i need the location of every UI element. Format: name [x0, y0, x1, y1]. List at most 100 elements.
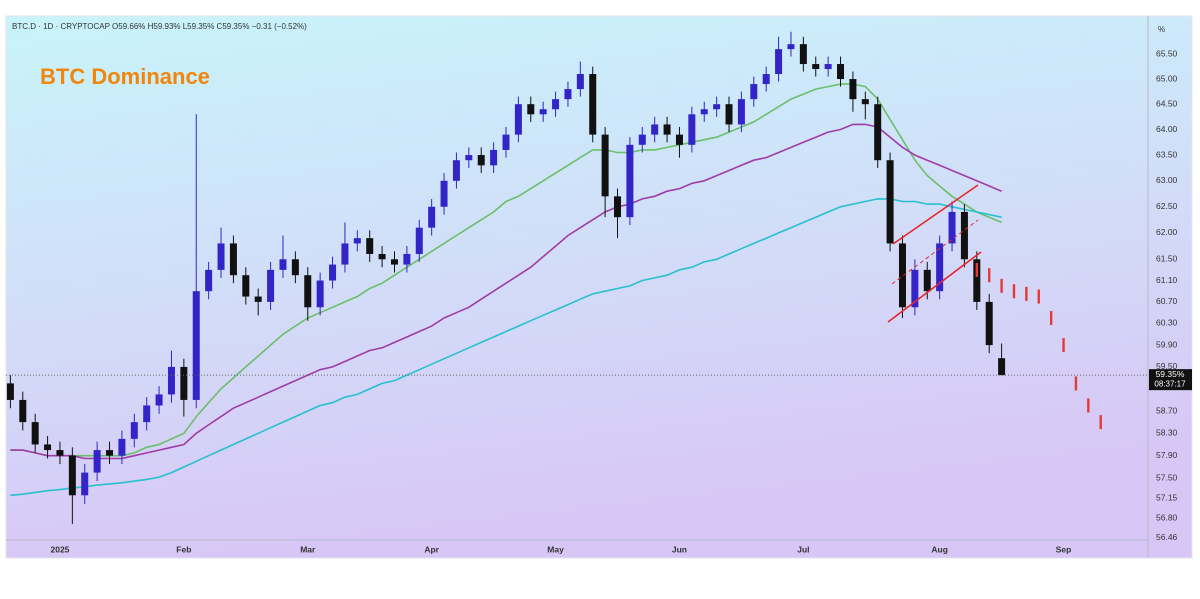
candle-body — [279, 259, 287, 270]
y-tick-label: 56.80 — [1156, 512, 1178, 522]
y-tick-label: 56.46 — [1156, 532, 1178, 542]
candle-body — [985, 301, 993, 346]
x-tick-label: Sep — [1056, 544, 1072, 554]
y-tick-label: 60.30 — [1156, 318, 1178, 328]
candle-body — [973, 259, 981, 302]
projection-mark — [988, 268, 991, 283]
candle-body — [56, 450, 64, 456]
header: BTC.D · 1D · CRYPTOCAP O59.66% H59.93% L… — [12, 22, 307, 31]
moving-average — [10, 123, 1002, 460]
candle-body — [267, 269, 275, 302]
candle-body — [180, 366, 188, 400]
candle-body — [911, 269, 919, 308]
candle-body — [130, 422, 138, 439]
candle-body — [44, 444, 52, 451]
candle-body — [750, 84, 758, 100]
candle-body — [143, 405, 151, 423]
moving-average — [10, 198, 1002, 497]
candle-body — [948, 211, 956, 244]
candle-body — [229, 243, 237, 276]
candle-body — [31, 422, 39, 445]
candle-body — [291, 259, 299, 276]
x-tick-label: May — [547, 544, 564, 554]
candle-body — [737, 99, 745, 125]
candle-body — [118, 438, 126, 456]
candle-body — [514, 104, 522, 135]
x-tick-label: Jul — [797, 544, 809, 554]
candle-body — [923, 269, 931, 292]
candle-body — [452, 160, 460, 181]
candle-body — [19, 399, 27, 423]
candle-body — [675, 134, 683, 145]
candle-body — [106, 450, 114, 456]
candle-body — [725, 104, 733, 125]
candle-body — [626, 144, 634, 218]
candle-body — [824, 64, 832, 70]
candle-body — [898, 243, 906, 308]
projection-mark — [1062, 338, 1065, 353]
candle-body — [700, 109, 708, 115]
candle-body — [217, 243, 225, 270]
projection-mark — [1000, 278, 1003, 293]
chart-title: BTC Dominance — [40, 64, 210, 89]
candle-body — [787, 44, 795, 50]
y-tick-label: 60.70 — [1156, 296, 1178, 306]
candle-body — [539, 109, 547, 115]
channel-lower — [887, 251, 982, 323]
candle-body — [378, 253, 386, 260]
candle-body — [403, 253, 411, 265]
y-tick-label: 58.30 — [1156, 428, 1178, 438]
candle-body — [775, 49, 783, 75]
y-tick-label: 64.00 — [1156, 124, 1178, 134]
y-tick-label: 65.50 — [1156, 48, 1178, 58]
y-tick-label: 63.00 — [1156, 175, 1178, 185]
candle-body — [465, 155, 473, 161]
candle-body — [316, 280, 324, 308]
candle-body — [576, 74, 584, 90]
candle-body — [81, 472, 89, 496]
candle-body — [589, 74, 597, 135]
candle-body — [663, 124, 671, 135]
y-tick-label: 61.50 — [1156, 254, 1178, 264]
x-tick-label: Jun — [672, 544, 687, 554]
candle-body — [837, 64, 845, 80]
candle-body — [614, 196, 622, 218]
candle-body — [353, 238, 361, 244]
y-tick-label: 57.15 — [1156, 492, 1178, 502]
x-tick-label: Aug — [931, 544, 948, 554]
candle-body — [762, 74, 770, 85]
y-tick-label: 62.00 — [1156, 227, 1178, 237]
candle-body — [564, 89, 572, 100]
x-tick-label: Apr — [424, 544, 439, 554]
candle-body — [527, 104, 535, 115]
projection-mark — [1049, 311, 1053, 326]
y-tick-label: 64.50 — [1156, 98, 1178, 108]
channel-mid — [891, 219, 979, 285]
candle-body — [651, 124, 659, 135]
candle-body — [849, 79, 857, 100]
projection-mark — [1012, 284, 1016, 299]
candle-body — [799, 44, 807, 65]
y-tick-label: 59.50 — [1156, 361, 1178, 371]
y-tick-label: 61.10 — [1156, 275, 1178, 285]
x-tick-label: Feb — [176, 544, 191, 554]
channel-drawing — [887, 184, 982, 323]
candle-body — [428, 206, 436, 228]
x-tick-label: Mar — [300, 544, 316, 554]
x-tick-label: 2025 — [50, 544, 69, 554]
candle-body — [242, 275, 250, 297]
projection-mark — [1037, 289, 1040, 304]
candle-body — [638, 134, 646, 145]
candle-body — [440, 180, 448, 207]
candle-body — [861, 99, 869, 105]
candle-body — [936, 243, 944, 292]
candle-body — [329, 264, 337, 281]
candle-body — [688, 114, 696, 145]
candle-body — [205, 269, 213, 292]
y-tick-label: 58.70 — [1156, 405, 1178, 415]
y-tick-label: 59.90 — [1156, 339, 1178, 349]
projection-mark — [1074, 376, 1078, 391]
candle-body — [192, 291, 200, 400]
